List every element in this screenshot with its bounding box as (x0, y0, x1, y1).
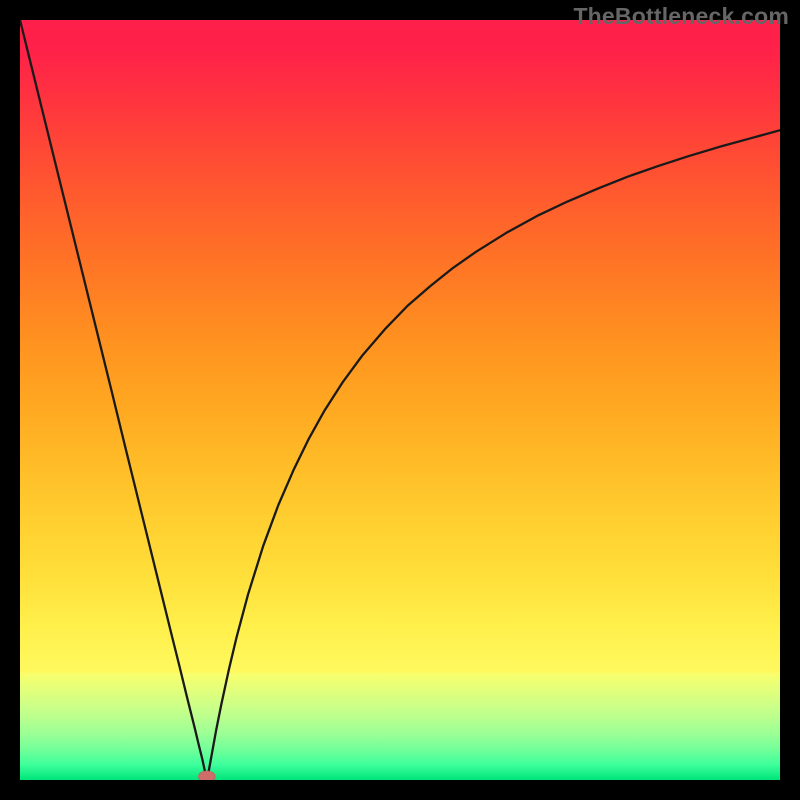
chart-svg (20, 20, 780, 780)
watermark-text: TheBottleneck.com (573, 3, 789, 30)
optimal-point-marker (198, 771, 215, 780)
chart-plot-area (20, 20, 780, 780)
gradient-background (20, 20, 780, 780)
